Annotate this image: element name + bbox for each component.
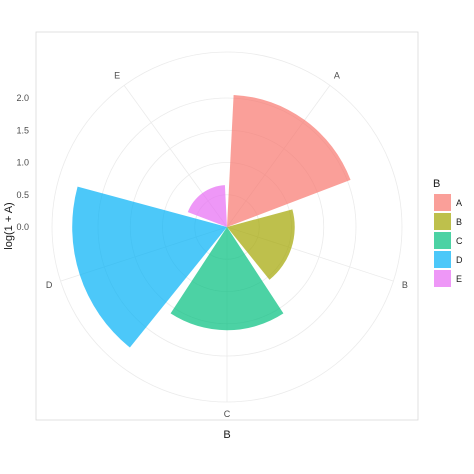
legend-key-a [434, 194, 451, 211]
legend-key-b [434, 213, 451, 230]
legend-key-d [434, 251, 451, 268]
angular-label-e: E [114, 71, 120, 81]
y-tick-label: 1.5 [16, 125, 29, 135]
legend-label-a: A [456, 198, 462, 208]
angular-label-d: D [46, 280, 53, 290]
legend-label-d: D [456, 255, 463, 265]
angular-label-c: C [224, 409, 231, 419]
y-tick-label: 0.0 [16, 222, 29, 232]
legend-key-e [434, 270, 451, 287]
legend-label-b: B [456, 217, 462, 227]
legend-label-e: E [456, 274, 462, 284]
y-tick-label: 2.0 [16, 93, 29, 103]
angular-label-a: A [334, 71, 340, 81]
y-axis-ticks: 0.0 0.5 1.0 1.5 2.0 [16, 93, 29, 232]
legend-key-c [434, 232, 451, 249]
bar-b [227, 209, 295, 280]
bar-e [187, 185, 227, 227]
x-axis-title: B [223, 429, 230, 441]
bar-c [170, 227, 284, 331]
legend-label-c: C [456, 236, 463, 246]
y-tick-label: 0.5 [16, 190, 29, 200]
angular-axis-labels: A B C D E [46, 71, 408, 419]
bars-group [72, 94, 351, 348]
y-tick-label: 1.0 [16, 158, 29, 168]
y-axis-title: log(1 + A) [3, 202, 15, 249]
bar-a [227, 94, 351, 227]
angular-label-b: B [402, 280, 408, 290]
legend-title: B [433, 178, 440, 190]
bar-d [72, 186, 228, 348]
